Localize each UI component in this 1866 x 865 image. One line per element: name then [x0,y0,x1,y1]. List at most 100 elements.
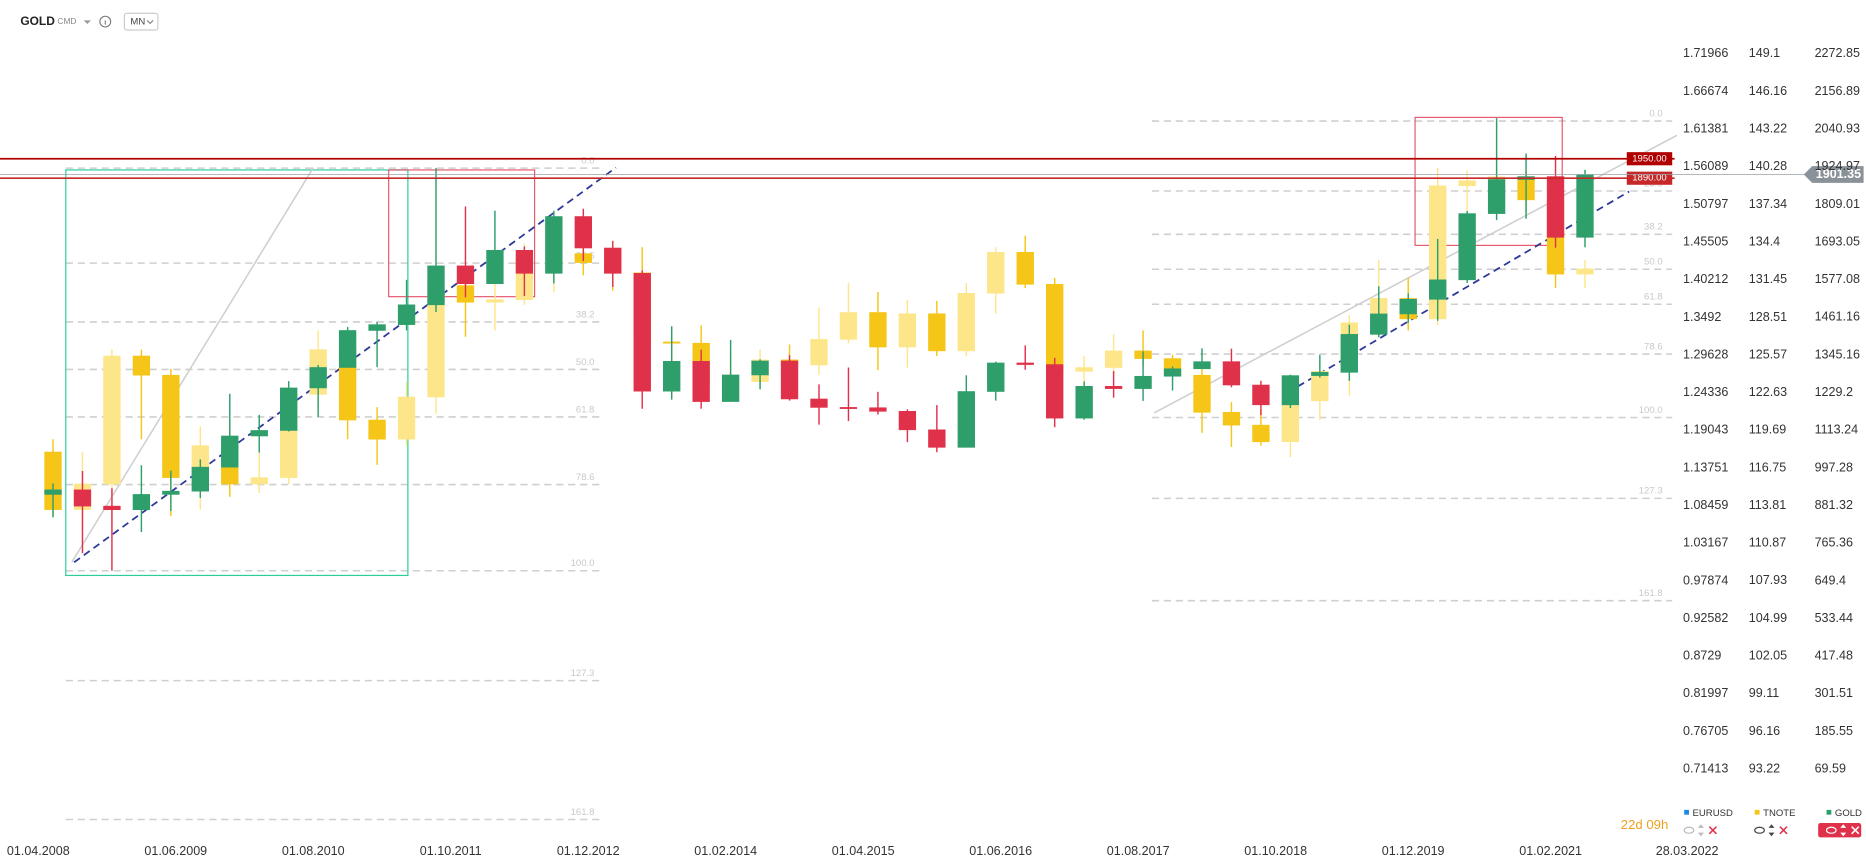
y-tick-label: 102.05 [1749,649,1787,663]
y-tick-label: 0.97874 [1683,573,1728,587]
candle-body [338,330,357,368]
reorder-button[interactable] [1697,824,1704,837]
remove-button[interactable] [1708,826,1718,835]
y-tick-label: 2040.93 [1815,122,1860,136]
x-tick-label: 01.06.2016 [969,844,1032,858]
y-tick-label: 1.61381 [1683,122,1728,136]
candle-body [486,249,504,285]
price-tag [1626,171,1673,185]
remove-button[interactable] [1851,826,1860,835]
candle-body [1075,367,1093,372]
y-tick-label: 99.11 [1749,686,1779,700]
candle-body [1576,268,1594,275]
x-tick-label: 01.12.2012 [557,844,620,858]
fib-label: 50.0 [1644,257,1663,268]
y-tick-label: 1.19043 [1683,423,1728,437]
y-tick-label: 1.29628 [1683,347,1728,361]
x-tick-label: 01.10.2011 [420,844,482,858]
y-tick-label: 1461.16 [1815,310,1860,324]
x-tick-label: 01.04.2008 [7,844,70,858]
y-tick-label: 0.71413 [1683,762,1728,776]
y-tick-label: 2272.85 [1815,46,1860,60]
candle-body [810,398,828,408]
symbol: GOLD [20,14,55,28]
last-price-label: 1901.35 [1816,167,1861,181]
y-tick-label: 1345.16 [1815,347,1860,361]
info-icon[interactable] [99,15,112,28]
candle-body [839,407,858,409]
legend-swatch [1684,809,1689,815]
candles [44,118,1594,571]
candle-body [132,355,151,376]
candle-body [162,374,180,478]
candle-body [1222,412,1241,426]
candle-body [957,292,975,352]
fib-label: 127.3 [571,668,595,679]
candle-body [898,313,917,348]
x-tick-label: 01.08.2010 [282,844,345,858]
y-tick-label: 1.3492 [1683,310,1721,324]
candle-body [1370,313,1388,335]
fib-label: 61.8 [1644,292,1663,303]
candle-body [191,466,209,492]
candle-body [515,249,534,274]
y-tick-label: 119.69 [1749,423,1786,437]
fib-label: 100.0 [571,558,595,569]
candle-body [604,247,622,274]
y-tick-label: 1.56089 [1683,159,1728,173]
axes: 1.71966 1.66674 1.61381 1.56089 1.50797 1.455… [7,46,1860,858]
fib-label: 38.2 [1644,222,1663,233]
candle-body [1104,386,1123,389]
y-tick-label: 1.50797 [1683,197,1728,211]
x-tick-label: 01.08.2017 [1107,844,1170,858]
interval-dropdown[interactable] [123,12,159,31]
fib-label: 50.0 [576,357,595,368]
candle-body [103,355,121,485]
y-tick-label: 137.34 [1749,197,1787,211]
candle-body [368,419,386,440]
candle-body [928,429,946,448]
candle-body [397,396,416,440]
candle-body [1546,176,1565,238]
candle-body [751,360,769,376]
legend-swatch [1754,809,1760,815]
candle-body [957,391,975,448]
visibility-toggle[interactable] [1683,826,1695,834]
y-tick-label: 122.63 [1749,385,1787,399]
legend-label: TNOTE [1763,808,1795,819]
visibility-toggle[interactable] [1825,826,1837,834]
candle-body [928,313,946,352]
candle-body [839,312,858,340]
y-tick-label: 116.75 [1749,460,1786,474]
candle-body [1193,374,1211,413]
legend-active [1818,823,1862,838]
fib-label: 78.6 [1644,341,1663,352]
candle-body [692,361,710,402]
price-tag-label: 1890.00 [1632,173,1667,184]
countdown: 22d 09h [1621,817,1669,832]
y-tick-label: 1924.97 [1815,159,1860,173]
y-tick-label: 997.28 [1815,460,1853,474]
fib-label: 161.8 [1639,588,1663,599]
candle-body [1222,361,1241,386]
fib-label: 0.0 [581,156,594,167]
reorder-button[interactable] [1768,824,1775,837]
candle-body [1576,174,1594,238]
caret[interactable] [83,20,91,25]
candle-body [1429,279,1447,300]
remove-button[interactable] [1779,826,1788,835]
y-tick-label: 2156.89 [1815,84,1860,98]
x-tick-label: 28.03.2022 [1656,844,1719,858]
candle-body [663,361,681,392]
y-tick-label: 107.93 [1749,573,1787,587]
visibility-toggle[interactable] [1754,826,1765,834]
y-tick-label: 881.32 [1815,498,1853,512]
candle-body [987,362,1005,392]
y-tick-label: 1577.08 [1815,272,1860,286]
reorder-button[interactable] [1840,824,1847,837]
fib-label: 127.3 [1639,486,1663,497]
y-tick-label: 96.16 [1749,724,1780,738]
y-tick-label: 185.55 [1815,724,1853,738]
y-tick-label: 1.40212 [1683,272,1728,286]
